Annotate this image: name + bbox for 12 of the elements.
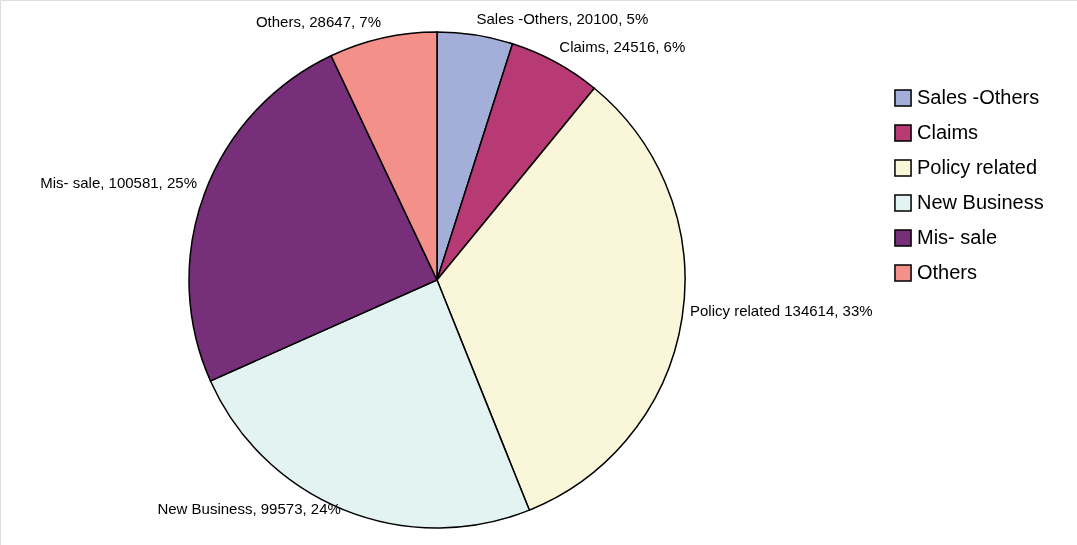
- data-label: New Business, 99573, 24%: [157, 500, 341, 518]
- legend-label: Claims: [917, 121, 979, 143]
- data-label: Claims, 24516, 6%: [559, 38, 686, 56]
- data-label: Sales -Others, 20100, 5%: [476, 10, 649, 28]
- legend-label: Others: [917, 261, 978, 283]
- data-label: Policy related 134614, 33%: [690, 301, 873, 319]
- legend-label: Sales -Others: [917, 86, 1040, 108]
- legend-label: Mis- sale: [917, 226, 998, 248]
- legend-label: New Business: [917, 191, 1044, 213]
- data-label: Mis- sale, 100581, 25%: [40, 173, 197, 191]
- legend-label: Policy related: [917, 156, 1038, 178]
- data-label: Others, 28647, 7%: [255, 13, 381, 31]
